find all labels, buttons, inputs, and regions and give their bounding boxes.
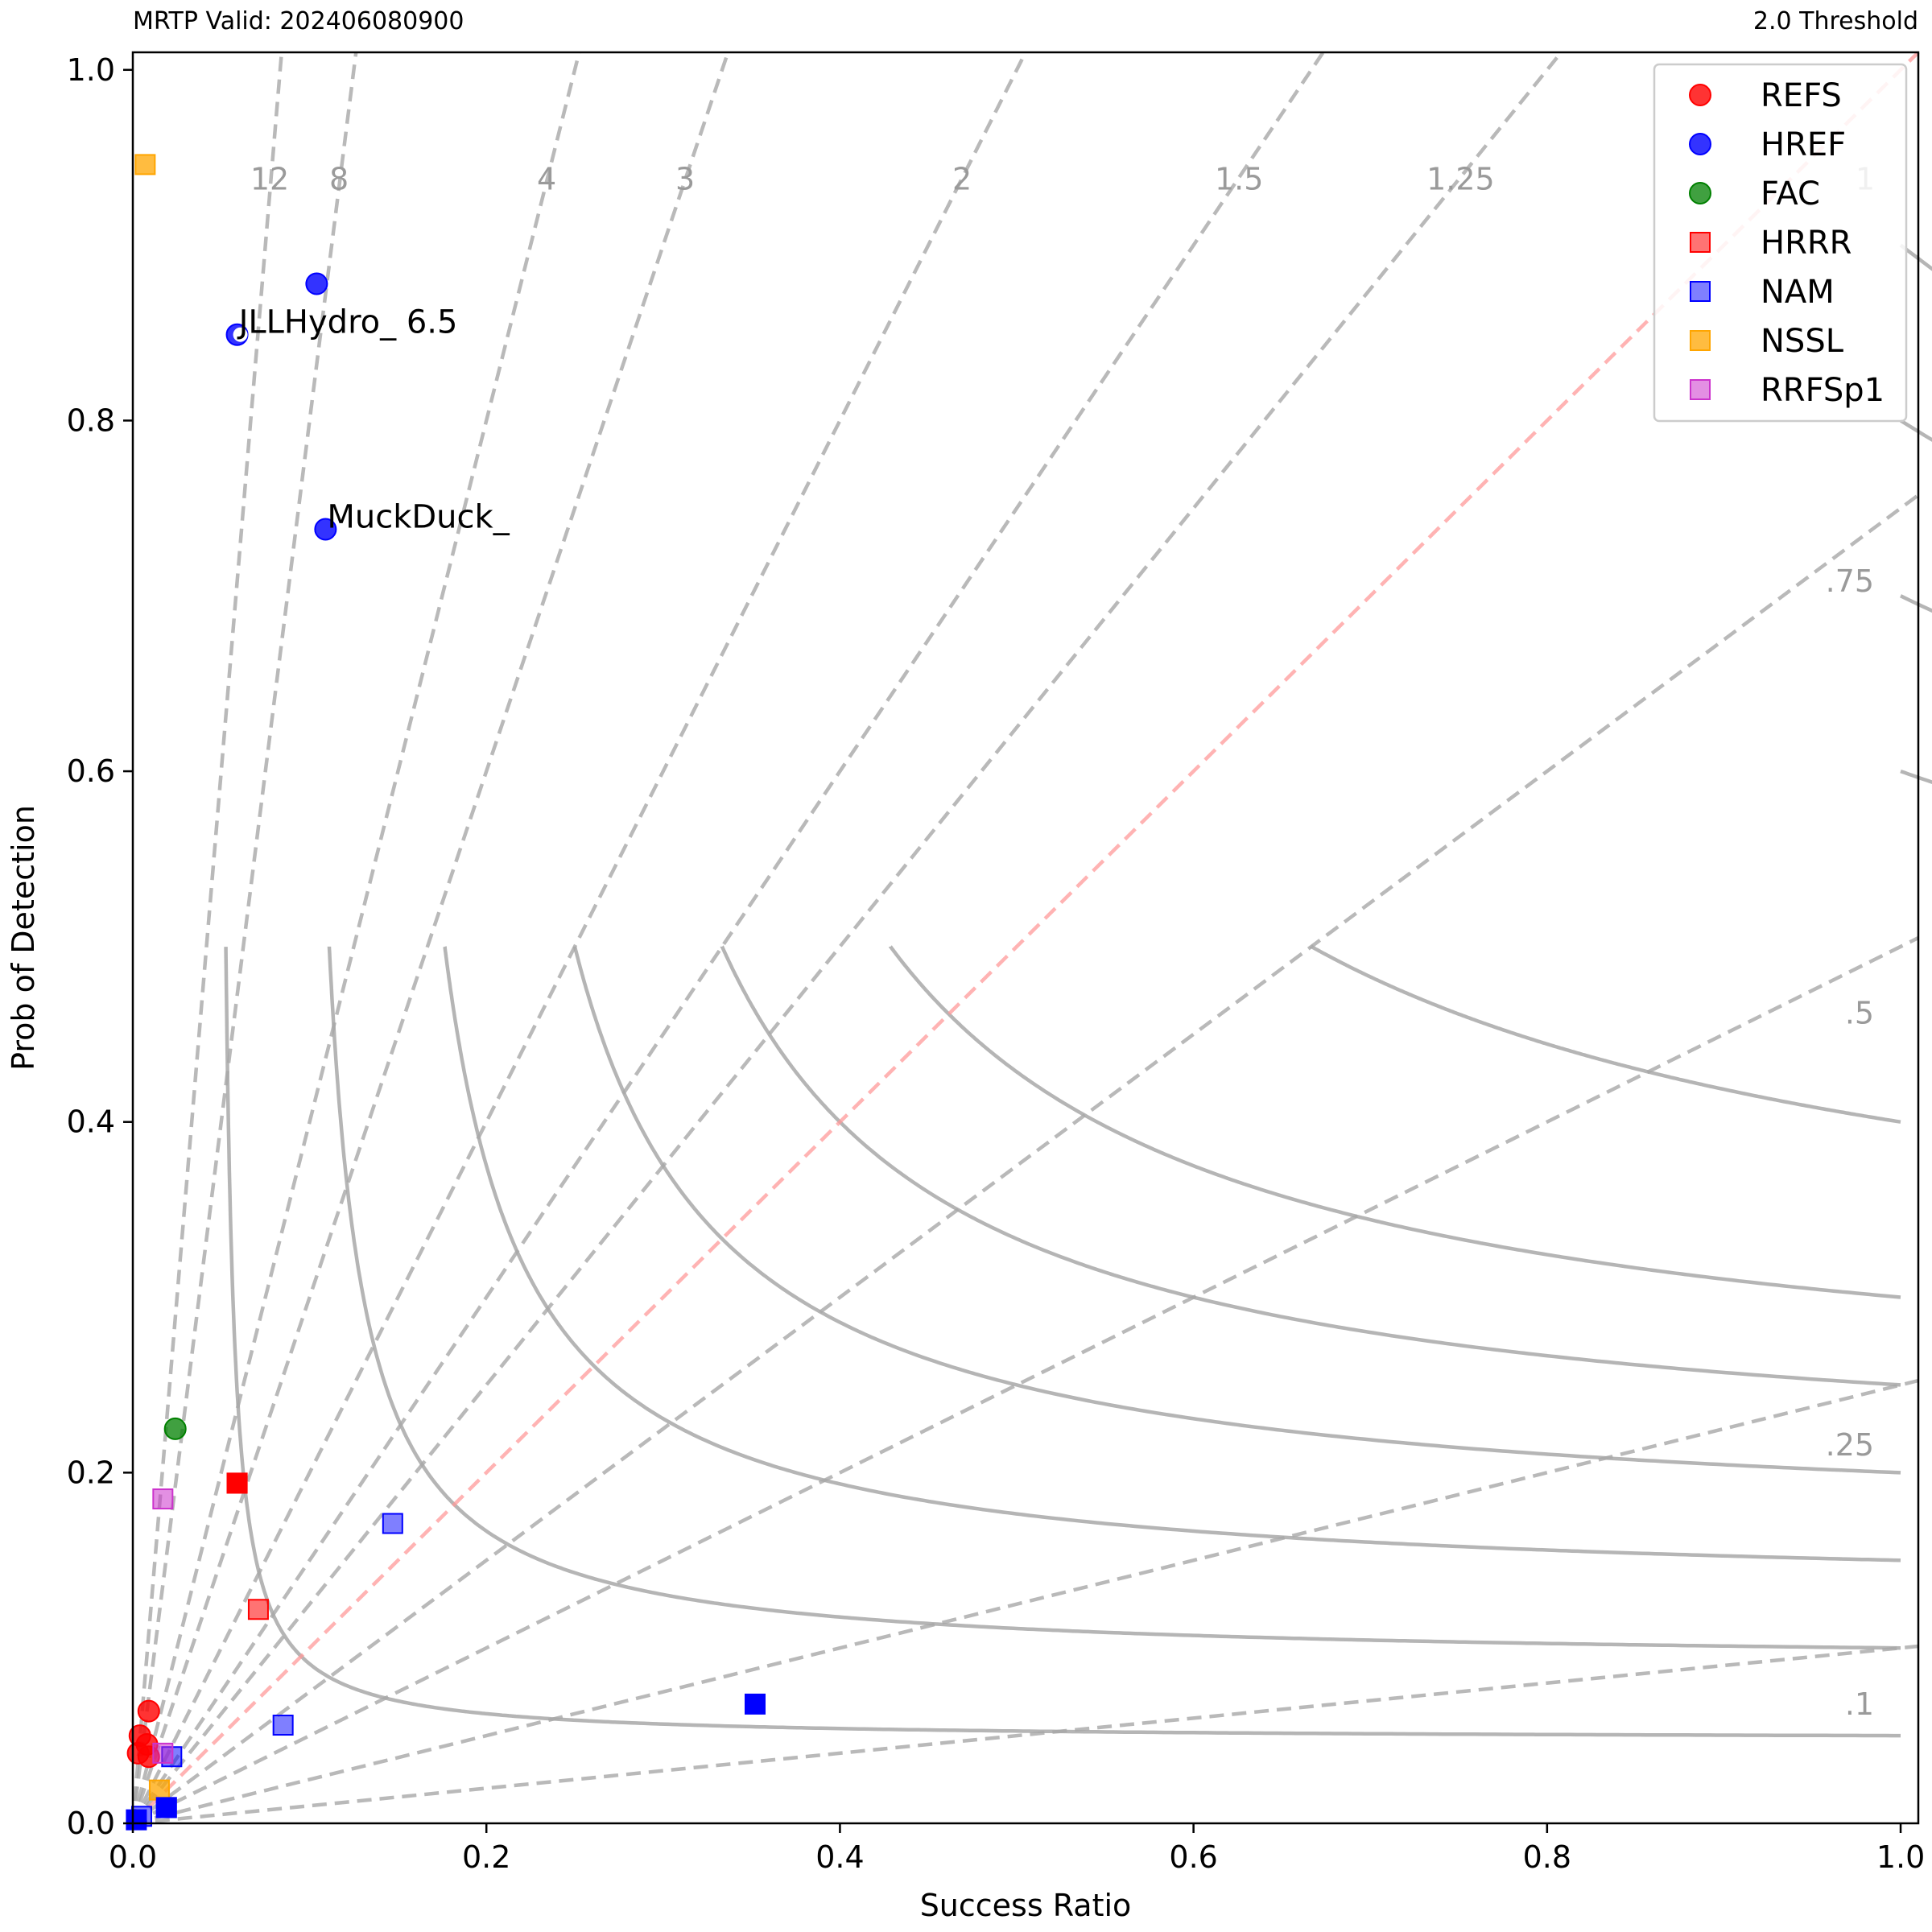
csi-line (327, 946, 1901, 1650)
legend-marker (1690, 232, 1711, 253)
csi-line (443, 946, 1901, 1563)
x-axis-ticks: 0.0 0.2 0.4 0.6 0.8 1.0 (109, 1823, 1925, 1875)
legend-box (1653, 63, 1908, 423)
data-point (155, 1797, 177, 1818)
data-point (126, 1809, 147, 1831)
bias-label: .75 (1826, 564, 1874, 599)
bias-label: .25 (1826, 1427, 1874, 1463)
data-point (148, 1779, 170, 1801)
data-point (152, 1742, 174, 1764)
data-point (314, 518, 337, 541)
point-annotation: MuckDuck_ (327, 498, 510, 535)
bias-line (132, 935, 1919, 1826)
plot-frame (131, 51, 1920, 1825)
x-axis-label: Success Ratio (920, 1888, 1132, 1923)
bias-line (131, 51, 1920, 1825)
legend-marker (1690, 379, 1711, 400)
y-tick-label: 1.0 (67, 52, 115, 88)
csi-line (889, 945, 1901, 1299)
y-axis-label: Prob of Detection (6, 805, 41, 1071)
legend: REFS HREF FAC HRRR NAM NSSL RRFSp1 (1653, 63, 1908, 423)
bias-line (132, 1378, 1919, 1826)
bias-line (131, 493, 1920, 1825)
data-point (305, 272, 328, 295)
y-tick-label: 0.0 (67, 1806, 115, 1841)
data-points (126, 154, 766, 1831)
csi-line (1309, 944, 1901, 1124)
data-point (152, 1488, 174, 1510)
x-tick-label: 0.4 (815, 1839, 864, 1875)
header-right: 2.0 Threshold (1753, 7, 1918, 35)
data-point (226, 1472, 248, 1494)
bias-line (130, 52, 730, 1824)
x-tick-label: 0.8 (1523, 1839, 1571, 1875)
bias-label: 1.25 (1426, 161, 1495, 196)
data-point (247, 1599, 269, 1620)
csi-line (1900, 769, 1932, 784)
highlight-marker (233, 327, 248, 342)
bias-line (130, 52, 581, 1824)
bias-line (132, 1644, 1919, 1826)
bias-line (130, 51, 1028, 1825)
legend-label: RRFSp1 (1761, 372, 1885, 409)
bias-line (130, 52, 358, 1824)
legend-marker (1690, 281, 1711, 302)
legend-label: HRRR (1761, 225, 1852, 262)
y-axis-ticks: 0.0 0.2 0.4 0.6 0.8 1.0 (67, 52, 133, 1841)
x-tick-label: 0.0 (109, 1839, 157, 1875)
csi-line (224, 947, 1901, 1738)
csi-line (720, 945, 1901, 1387)
bias-label: 12 (250, 161, 289, 196)
bias-label: .1 (1845, 1686, 1874, 1722)
bias-label: 3 (675, 161, 695, 196)
legend-marker (1690, 330, 1711, 351)
data-point (272, 1715, 294, 1736)
bias-label: 8 (329, 161, 349, 196)
legend-label: NAM (1761, 274, 1835, 311)
y-tick-label: 0.6 (67, 753, 115, 789)
legend-label: REFS (1761, 77, 1842, 114)
csi-lines (224, 243, 1932, 1738)
y-tick-label: 0.2 (67, 1455, 115, 1490)
bias-line (131, 51, 1325, 1825)
bias-label: 2 (952, 161, 972, 196)
bias-line (131, 51, 1563, 1825)
legend-label: HREF (1761, 126, 1846, 163)
legend-marker (1689, 182, 1711, 204)
legend-marker (1689, 133, 1711, 155)
x-tick-label: 0.2 (462, 1839, 510, 1875)
bias-line (130, 52, 284, 1824)
csi-line (572, 946, 1901, 1475)
y-tick-label: 0.4 (67, 1104, 115, 1140)
point-annotation: JLLHydro_ 6.5 (237, 304, 458, 341)
bias-label: 1.5 (1215, 161, 1263, 196)
data-point (134, 154, 156, 175)
legend-label: NSSL (1761, 323, 1844, 360)
x-tick-label: 0.6 (1169, 1839, 1217, 1875)
csi-line (1899, 419, 1932, 442)
bias-label: .5 (1845, 996, 1874, 1031)
data-point (137, 1699, 160, 1723)
header-left: MRTP Valid: 202406080900 (133, 7, 464, 35)
x-tick-label: 1.0 (1876, 1839, 1925, 1875)
legend-label: FAC (1761, 175, 1820, 213)
point-annotations: JLLHydro_ 6.5 MuckDuck_ (237, 304, 510, 536)
bias-label: 4 (537, 161, 556, 196)
data-point (382, 1513, 403, 1534)
legend-marker (1689, 84, 1711, 106)
bias-lines (130, 51, 1920, 1826)
y-tick-label: 0.8 (67, 402, 115, 438)
data-point (745, 1693, 766, 1715)
data-point (163, 1417, 187, 1440)
